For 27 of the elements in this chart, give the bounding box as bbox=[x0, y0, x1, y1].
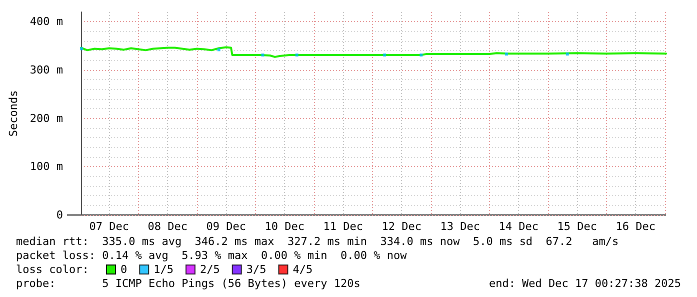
text: probe: 5 ICMP Echo Pings (56 Bytes) every 120s bbox=[16, 277, 360, 290]
legend-label: 2/5 bbox=[200, 263, 220, 276]
x-tick-label: 12 Dec bbox=[382, 220, 422, 233]
x-tick-label: 09 Dec bbox=[206, 220, 246, 233]
legend-label: 1/5 bbox=[154, 263, 174, 276]
legend-label: 0 bbox=[120, 263, 128, 276]
y-tick-label: 300 m bbox=[30, 64, 64, 76]
x-tick-label: 07 Dec bbox=[89, 220, 130, 233]
x-tick-label: 13 Dec bbox=[440, 220, 480, 233]
line-series bbox=[80, 46, 667, 58]
y-tick-label: 0 bbox=[56, 208, 64, 222]
x-tick-label: 15 Dec bbox=[557, 220, 598, 233]
x-tick-label: 08 Dec bbox=[148, 220, 188, 233]
x-tick-label: 16 Dec bbox=[616, 220, 656, 233]
y-tick-label: 400 m bbox=[30, 15, 64, 28]
y-tick-label: 200 m bbox=[30, 112, 64, 125]
x-tick-label: 14 Dec bbox=[498, 220, 539, 233]
text: packet loss: 0.14 % avg 5.93 % max 0.00 % min 0.00 % now bbox=[16, 249, 408, 262]
x-tick-label: 11 Dec bbox=[323, 220, 364, 233]
y-axis-title: Seconds bbox=[7, 90, 20, 137]
text: loss color: bbox=[16, 263, 89, 276]
text: end: Wed Dec 17 00:27:38 2025 bbox=[488, 277, 682, 290]
y-tick-label: 100 m bbox=[30, 160, 64, 174]
text: median rtt: 335.0 ms avg 346.2 ms max 327.2 ms min 334.0 ms now 5.0 ms sd 67.2 am/s bbox=[16, 235, 619, 248]
x-tick-label: 10 Dec bbox=[264, 220, 305, 233]
legend-label: 3/5 bbox=[246, 263, 266, 276]
legend-label: 4/5 bbox=[292, 263, 313, 276]
